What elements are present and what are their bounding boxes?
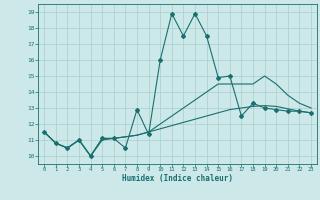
X-axis label: Humidex (Indice chaleur): Humidex (Indice chaleur) xyxy=(122,174,233,183)
